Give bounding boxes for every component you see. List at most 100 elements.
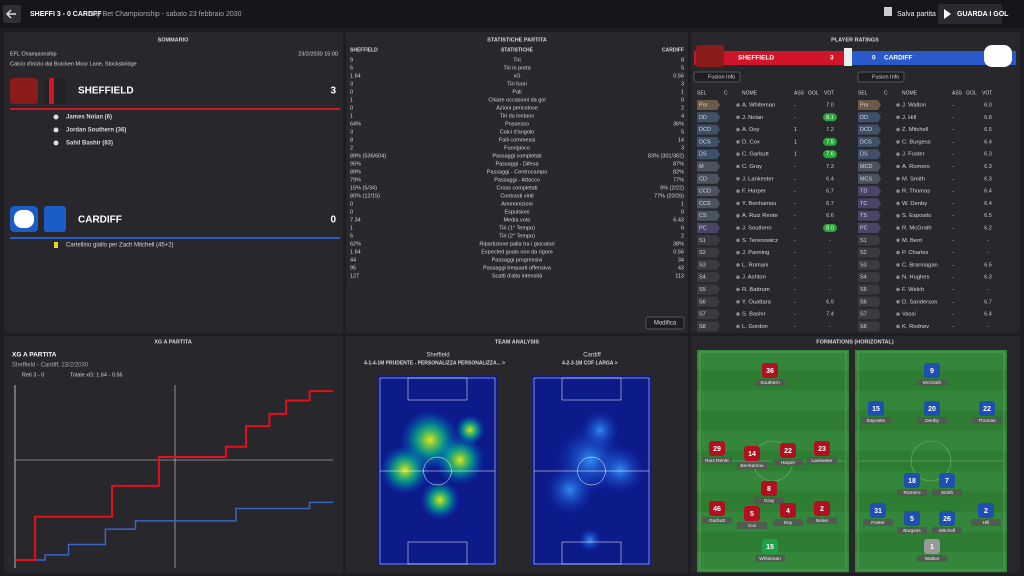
player-icon (896, 287, 900, 292)
assists: - (952, 312, 954, 318)
column-header: SEL (697, 90, 707, 96)
stat-label: Tiri (513, 57, 520, 63)
player-icon (896, 324, 900, 329)
rating-pill (823, 224, 837, 232)
assists: - (794, 312, 796, 318)
player-name: Smith (941, 490, 954, 496)
stat-label: Chiare occasioni da gol (488, 97, 545, 103)
label: Reti 3 - 0 (22, 372, 44, 378)
position: S3 (860, 262, 867, 268)
stat-label: Passaggi - Attacco (494, 177, 540, 183)
pitch-circle (577, 456, 606, 486)
home-stat: 80% (12/15) (350, 193, 380, 199)
player-name: Hill (983, 520, 990, 526)
player-name: M. Smith (902, 176, 925, 182)
player-name: D. Cox (742, 139, 760, 145)
home-stat: 64% (350, 121, 361, 127)
position: S6 (699, 299, 706, 305)
filter-dropdown[interactable] (857, 71, 905, 83)
rating-pill (823, 113, 837, 122)
assists: - (952, 299, 954, 305)
player-name: M. Bent (902, 238, 922, 244)
position-badge (858, 259, 881, 270)
team-line (10, 108, 340, 110)
rating: 6.5 (984, 213, 992, 219)
position: MCS (860, 176, 873, 182)
stat-label: Tiri fuori (507, 81, 527, 87)
position: CCS (699, 201, 711, 207)
stat-label: Passaggi trequarti offensiva (483, 265, 552, 271)
edit-button[interactable] (645, 316, 685, 330)
position-badge (858, 210, 881, 221)
shirt-number: 26 (943, 516, 951, 523)
stat-label: Scatti d'alta intensità (492, 273, 543, 279)
label: EFL Championship (10, 51, 57, 57)
player-name: P. Charles (902, 250, 928, 256)
player-name: L. Gordon (742, 324, 768, 330)
player-name: F. Welch (902, 287, 924, 293)
player-icon (736, 312, 740, 316)
filter-dropdown[interactable] (693, 71, 741, 83)
position: PC (699, 225, 707, 231)
save-button[interactable]: Salva partita (897, 11, 936, 18)
player-name: J. Lankester (742, 176, 774, 182)
label: CARDIFF (662, 47, 684, 53)
name-tag (702, 457, 732, 464)
stat-label: Expected goals non da rigore (481, 249, 553, 255)
filter-label[interactable]: Fusion Info (708, 74, 735, 80)
heat-blob (380, 445, 430, 495)
label: 23/2/2030 15:00 (298, 51, 338, 57)
pitch-stripe (855, 511, 1007, 532)
assists: - (952, 127, 954, 133)
away-stat: 87% (673, 161, 684, 167)
kit (44, 206, 66, 232)
player-icon (736, 287, 740, 292)
goal-icon (53, 127, 59, 133)
player-icon (736, 213, 740, 218)
shirt (924, 539, 940, 554)
shirt (709, 501, 725, 516)
column-header: VOT (824, 90, 834, 96)
position-badge (858, 296, 881, 307)
panel-title: PLAYER RATINGS (831, 37, 879, 43)
watch-button[interactable] (938, 4, 1002, 24)
player-name: J. Nolan (742, 115, 763, 121)
pitch-stripe (855, 390, 1007, 411)
position: S7 (860, 312, 867, 318)
crest (10, 78, 38, 104)
position: DD (860, 115, 868, 121)
goal-icon (53, 114, 59, 120)
position: DCS (860, 139, 872, 145)
rating: - (829, 275, 831, 281)
team-name: CARDIFF (884, 55, 913, 62)
away-stat: 1 (681, 201, 684, 207)
stat-label: Tiri (2° Tempo) (499, 233, 535, 239)
name-tag (773, 459, 803, 466)
player-name: Harper (781, 460, 796, 466)
name-tag (737, 522, 767, 529)
player-icon (896, 201, 900, 206)
home-stat: 3 (350, 129, 353, 135)
rating: - (987, 250, 989, 256)
assists: 1 (794, 127, 797, 133)
rating: - (829, 262, 831, 268)
position: S2 (699, 250, 706, 256)
player-icon (896, 213, 900, 218)
team-score: 3 (330, 86, 336, 97)
team-name: SHEFFIELD (78, 86, 134, 97)
filter-label[interactable]: Fusion Info (872, 74, 899, 80)
player-icon (736, 300, 740, 304)
home-stat: 15% (5/34) (350, 185, 377, 191)
position-badge (697, 136, 720, 147)
assists: - (952, 213, 954, 219)
player-name: L. Romani (742, 262, 768, 268)
position: TC (860, 201, 867, 207)
position: CS (699, 213, 707, 219)
position: TD (860, 189, 867, 195)
watch-label[interactable]: GUARDA I GOL (957, 11, 1009, 18)
position-badge (858, 124, 881, 135)
name-tag (932, 527, 962, 534)
rating-pill (823, 150, 837, 159)
position-badge (697, 149, 720, 160)
edit-label[interactable]: Modifica (654, 321, 677, 327)
